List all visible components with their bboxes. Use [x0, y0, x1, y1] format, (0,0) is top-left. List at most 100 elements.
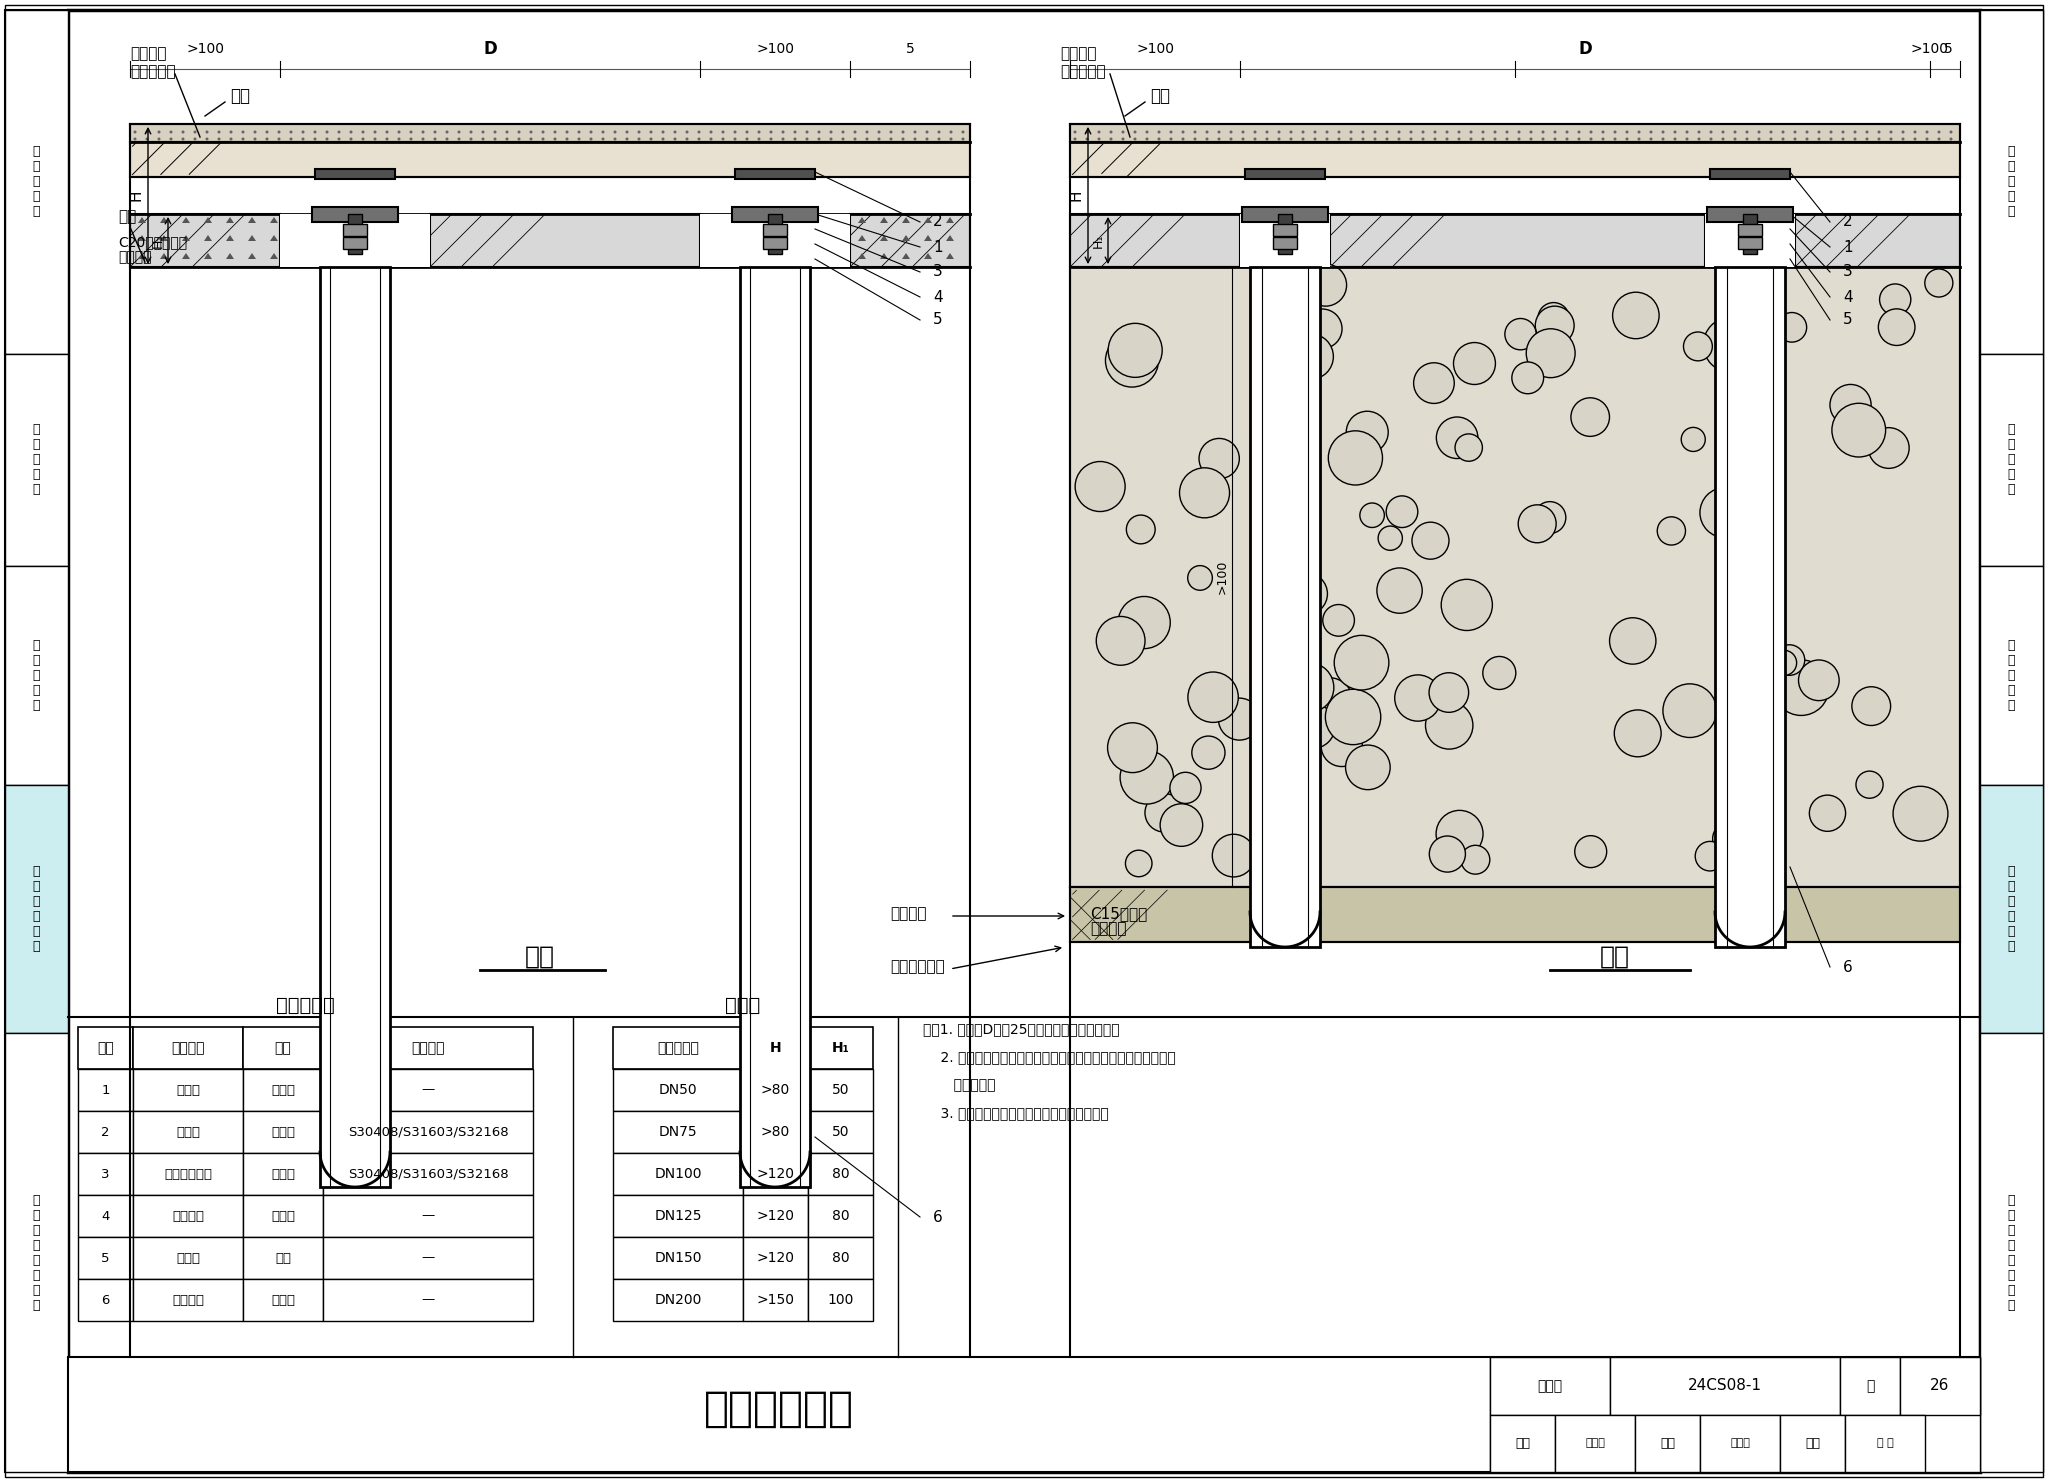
Circle shape	[1300, 138, 1305, 141]
Circle shape	[1808, 796, 1845, 831]
Circle shape	[686, 130, 688, 133]
Circle shape	[793, 130, 797, 133]
Text: H: H	[1069, 190, 1083, 202]
Circle shape	[1470, 130, 1473, 133]
Circle shape	[913, 130, 918, 133]
Circle shape	[1346, 411, 1389, 453]
Bar	[244, 1027, 324, 1069]
Text: 尺寸表: 尺寸表	[725, 996, 760, 1015]
Text: 6: 6	[100, 1294, 111, 1307]
Circle shape	[1413, 363, 1454, 403]
Bar	[1069, 213, 1239, 267]
Bar	[78, 1153, 133, 1194]
Bar	[4, 1033, 68, 1472]
Bar	[324, 1194, 532, 1237]
Bar	[743, 1027, 809, 1069]
Circle shape	[1518, 130, 1520, 133]
Circle shape	[217, 130, 221, 133]
Circle shape	[1360, 502, 1384, 528]
Bar	[324, 1112, 532, 1153]
Circle shape	[1878, 138, 1880, 141]
Text: 6: 6	[934, 1209, 942, 1224]
Bar	[133, 1112, 244, 1153]
Text: 6: 6	[1843, 959, 1853, 975]
Circle shape	[1722, 138, 1724, 141]
Circle shape	[1421, 130, 1425, 133]
Circle shape	[434, 138, 436, 141]
Circle shape	[1434, 138, 1436, 141]
Circle shape	[350, 130, 352, 133]
Circle shape	[518, 130, 520, 133]
Circle shape	[1188, 566, 1212, 590]
Circle shape	[1663, 683, 1716, 738]
Circle shape	[1325, 689, 1380, 744]
Circle shape	[782, 138, 784, 141]
Circle shape	[457, 130, 461, 133]
Text: 4: 4	[934, 289, 942, 304]
Circle shape	[1133, 138, 1137, 141]
Text: 页: 页	[1866, 1378, 1874, 1393]
Circle shape	[1108, 323, 1161, 378]
Polygon shape	[858, 216, 866, 222]
Circle shape	[1262, 532, 1294, 563]
Circle shape	[950, 138, 952, 141]
Bar	[4, 10, 68, 1472]
Bar	[324, 1027, 532, 1069]
Text: 3: 3	[1843, 264, 1853, 280]
Polygon shape	[881, 253, 889, 259]
Text: 5: 5	[100, 1251, 111, 1264]
Circle shape	[625, 138, 629, 141]
Circle shape	[1458, 138, 1460, 141]
Circle shape	[1430, 836, 1466, 871]
Circle shape	[217, 138, 221, 141]
Text: H₁: H₁	[831, 1040, 850, 1055]
Circle shape	[1323, 605, 1354, 636]
Circle shape	[1362, 130, 1364, 133]
Text: >120: >120	[756, 1251, 795, 1266]
Circle shape	[494, 130, 496, 133]
Circle shape	[133, 138, 137, 141]
Circle shape	[1610, 618, 1657, 664]
Circle shape	[553, 138, 557, 141]
Text: 见建筑设计: 见建筑设计	[129, 65, 176, 80]
Text: 2: 2	[934, 215, 942, 230]
Circle shape	[422, 138, 424, 141]
Circle shape	[1386, 496, 1417, 528]
Polygon shape	[881, 216, 889, 222]
Circle shape	[446, 130, 449, 133]
Text: 设计定: 设计定	[270, 1294, 295, 1307]
Circle shape	[1325, 130, 1329, 133]
Circle shape	[1817, 138, 1821, 141]
Circle shape	[1649, 138, 1653, 141]
Circle shape	[1329, 431, 1382, 485]
Circle shape	[614, 138, 616, 141]
Text: 100: 100	[827, 1292, 854, 1307]
Polygon shape	[137, 236, 145, 242]
Circle shape	[326, 138, 328, 141]
Circle shape	[938, 138, 940, 141]
Circle shape	[961, 138, 965, 141]
Bar	[1491, 1358, 1980, 1472]
Circle shape	[1866, 138, 1868, 141]
Circle shape	[1096, 617, 1145, 665]
Text: 不
锈
钢
盖
板: 不 锈 钢 盖 板	[33, 639, 41, 711]
Circle shape	[133, 130, 137, 133]
Circle shape	[1145, 138, 1149, 141]
Circle shape	[1098, 130, 1100, 133]
Circle shape	[1518, 138, 1520, 141]
Circle shape	[385, 130, 389, 133]
Circle shape	[446, 138, 449, 141]
Bar	[1610, 1358, 1839, 1415]
Circle shape	[1698, 138, 1700, 141]
Text: 硅胶: 硅胶	[274, 1251, 291, 1264]
Bar	[612, 1237, 743, 1279]
Circle shape	[1530, 130, 1532, 133]
Bar	[133, 1279, 244, 1320]
Circle shape	[1110, 138, 1112, 141]
Text: 排
水
沟
钢
集
地
成
漏: 排 水 沟 钢 集 地 成 漏	[2007, 1193, 2015, 1312]
Circle shape	[1772, 651, 1796, 676]
Text: DN150: DN150	[653, 1251, 702, 1266]
Circle shape	[758, 130, 760, 133]
Circle shape	[1530, 138, 1532, 141]
Bar	[1739, 237, 1761, 249]
